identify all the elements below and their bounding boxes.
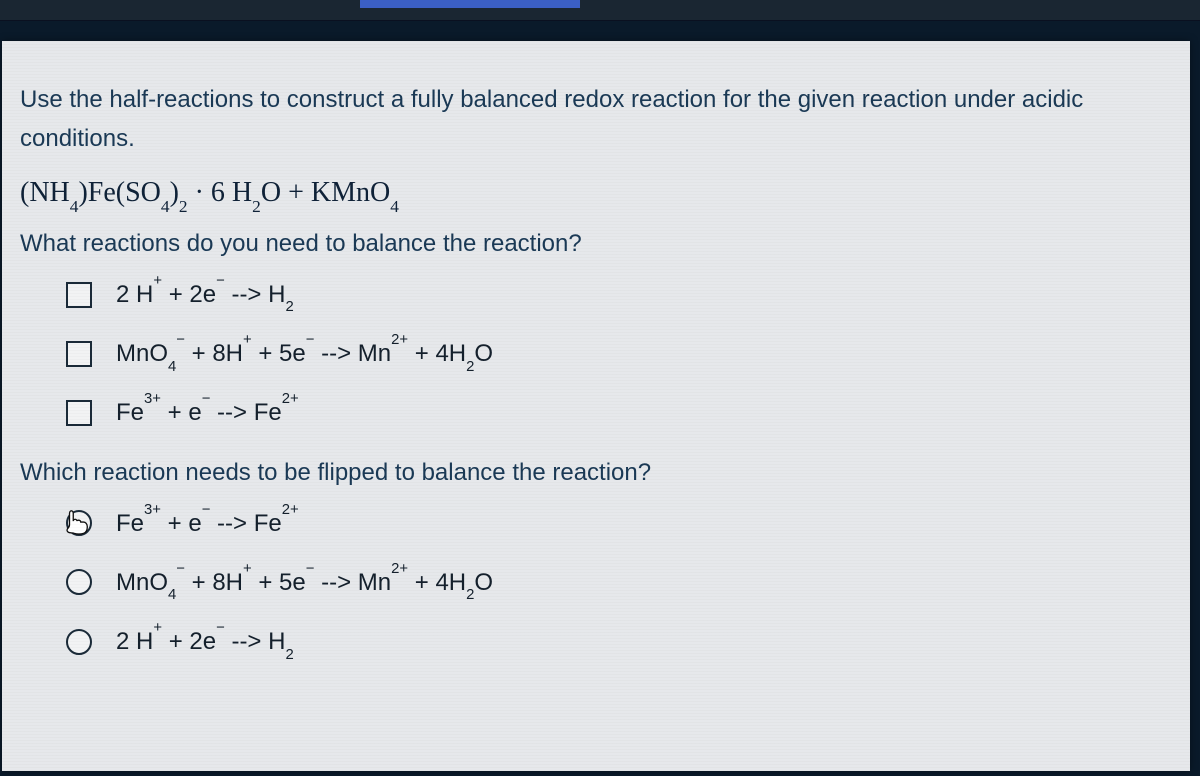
accent-strip bbox=[360, 0, 580, 8]
option-label: Fe3+ + e− --> Fe2+ bbox=[116, 505, 299, 542]
q1-option-2[interactable]: MnO4− + 8H+ + 5e− --> Mn2+ + 4H2O bbox=[66, 335, 1172, 372]
given-reaction-formula: (NH4)Fe(SO4)2 · 6 H2O + KMnO4 bbox=[20, 171, 1172, 214]
question-2-options: Fe3+ + e− --> Fe2+ MnO4− + 8H+ + 5e− -->… bbox=[66, 505, 1172, 661]
q2-option-3[interactable]: 2 H+ + 2e− --> H2 bbox=[66, 623, 1172, 660]
radio-icon[interactable] bbox=[66, 569, 92, 595]
q2-option-2[interactable]: MnO4− + 8H+ + 5e− --> Mn2+ + 4H2O bbox=[66, 564, 1172, 601]
question-intro: Use the half-reactions to construct a fu… bbox=[20, 81, 1172, 157]
checkbox-icon[interactable] bbox=[66, 282, 92, 308]
question-2-prompt: Which reaction needs to be flipped to ba… bbox=[20, 454, 1172, 491]
option-label: MnO4− + 8H+ + 5e− --> Mn2+ + 4H2O bbox=[116, 564, 493, 601]
window-top-bar bbox=[0, 0, 1200, 21]
q1-option-3[interactable]: Fe3+ + e− --> Fe2+ bbox=[66, 394, 1172, 431]
option-label: MnO4− + 8H+ + 5e− --> Mn2+ + 4H2O bbox=[116, 335, 493, 372]
intro-line-1: Use the half-reactions to construct a fu… bbox=[20, 81, 1172, 118]
q2-option-1[interactable]: Fe3+ + e− --> Fe2+ bbox=[66, 505, 1172, 542]
checkbox-icon[interactable] bbox=[66, 341, 92, 367]
intro-line-2: conditions. bbox=[20, 120, 1172, 157]
checkbox-icon[interactable] bbox=[66, 400, 92, 426]
option-label: 2 H+ + 2e− --> H2 bbox=[116, 276, 294, 313]
radio-icon[interactable] bbox=[66, 510, 92, 536]
question-1-options: 2 H+ + 2e− --> H2 MnO4− + 8H+ + 5e− --> … bbox=[66, 276, 1172, 432]
question-1-prompt: What reactions do you need to balance th… bbox=[20, 225, 1172, 262]
option-label: 2 H+ + 2e− --> H2 bbox=[116, 623, 294, 660]
question-page: Use the half-reactions to construct a fu… bbox=[2, 41, 1190, 771]
q1-option-1[interactable]: 2 H+ + 2e− --> H2 bbox=[66, 276, 1172, 313]
radio-icon[interactable] bbox=[66, 629, 92, 655]
option-label: Fe3+ + e− --> Fe2+ bbox=[116, 394, 299, 431]
